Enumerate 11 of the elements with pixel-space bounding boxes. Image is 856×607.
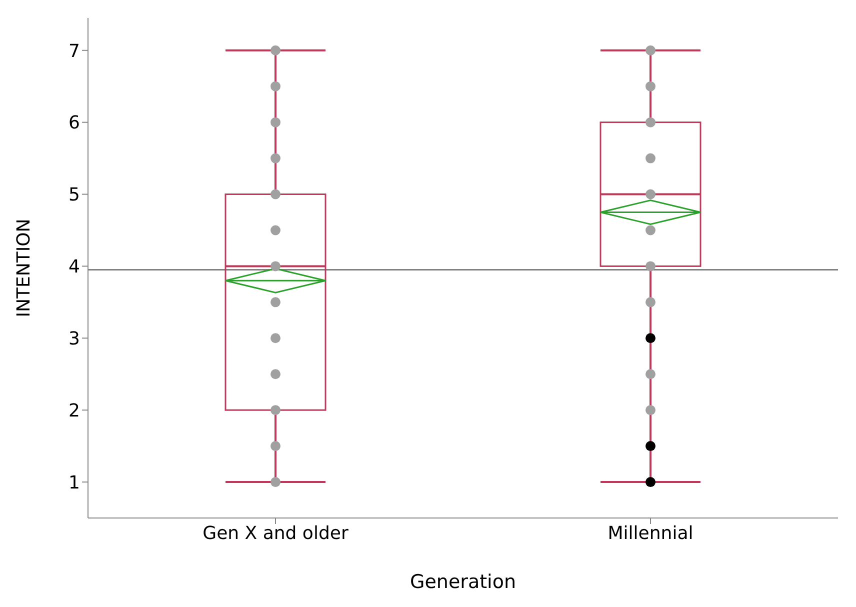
y-axis-title: INTENTION <box>13 218 34 318</box>
y-tick-label: 5 <box>68 184 80 206</box>
y-tick-label: 7 <box>68 40 80 62</box>
y-tick-label: 2 <box>68 400 80 422</box>
x-tick-label: Gen X and older <box>202 522 349 544</box>
y-tick-label: 3 <box>68 328 80 350</box>
x-tick-label: Millennial <box>608 522 694 544</box>
y-tick-label: 4 <box>68 256 80 278</box>
y-tick-label: 6 <box>68 112 80 134</box>
y-tick-label: 1 <box>68 472 80 494</box>
x-axis-title: Generation <box>410 571 516 593</box>
